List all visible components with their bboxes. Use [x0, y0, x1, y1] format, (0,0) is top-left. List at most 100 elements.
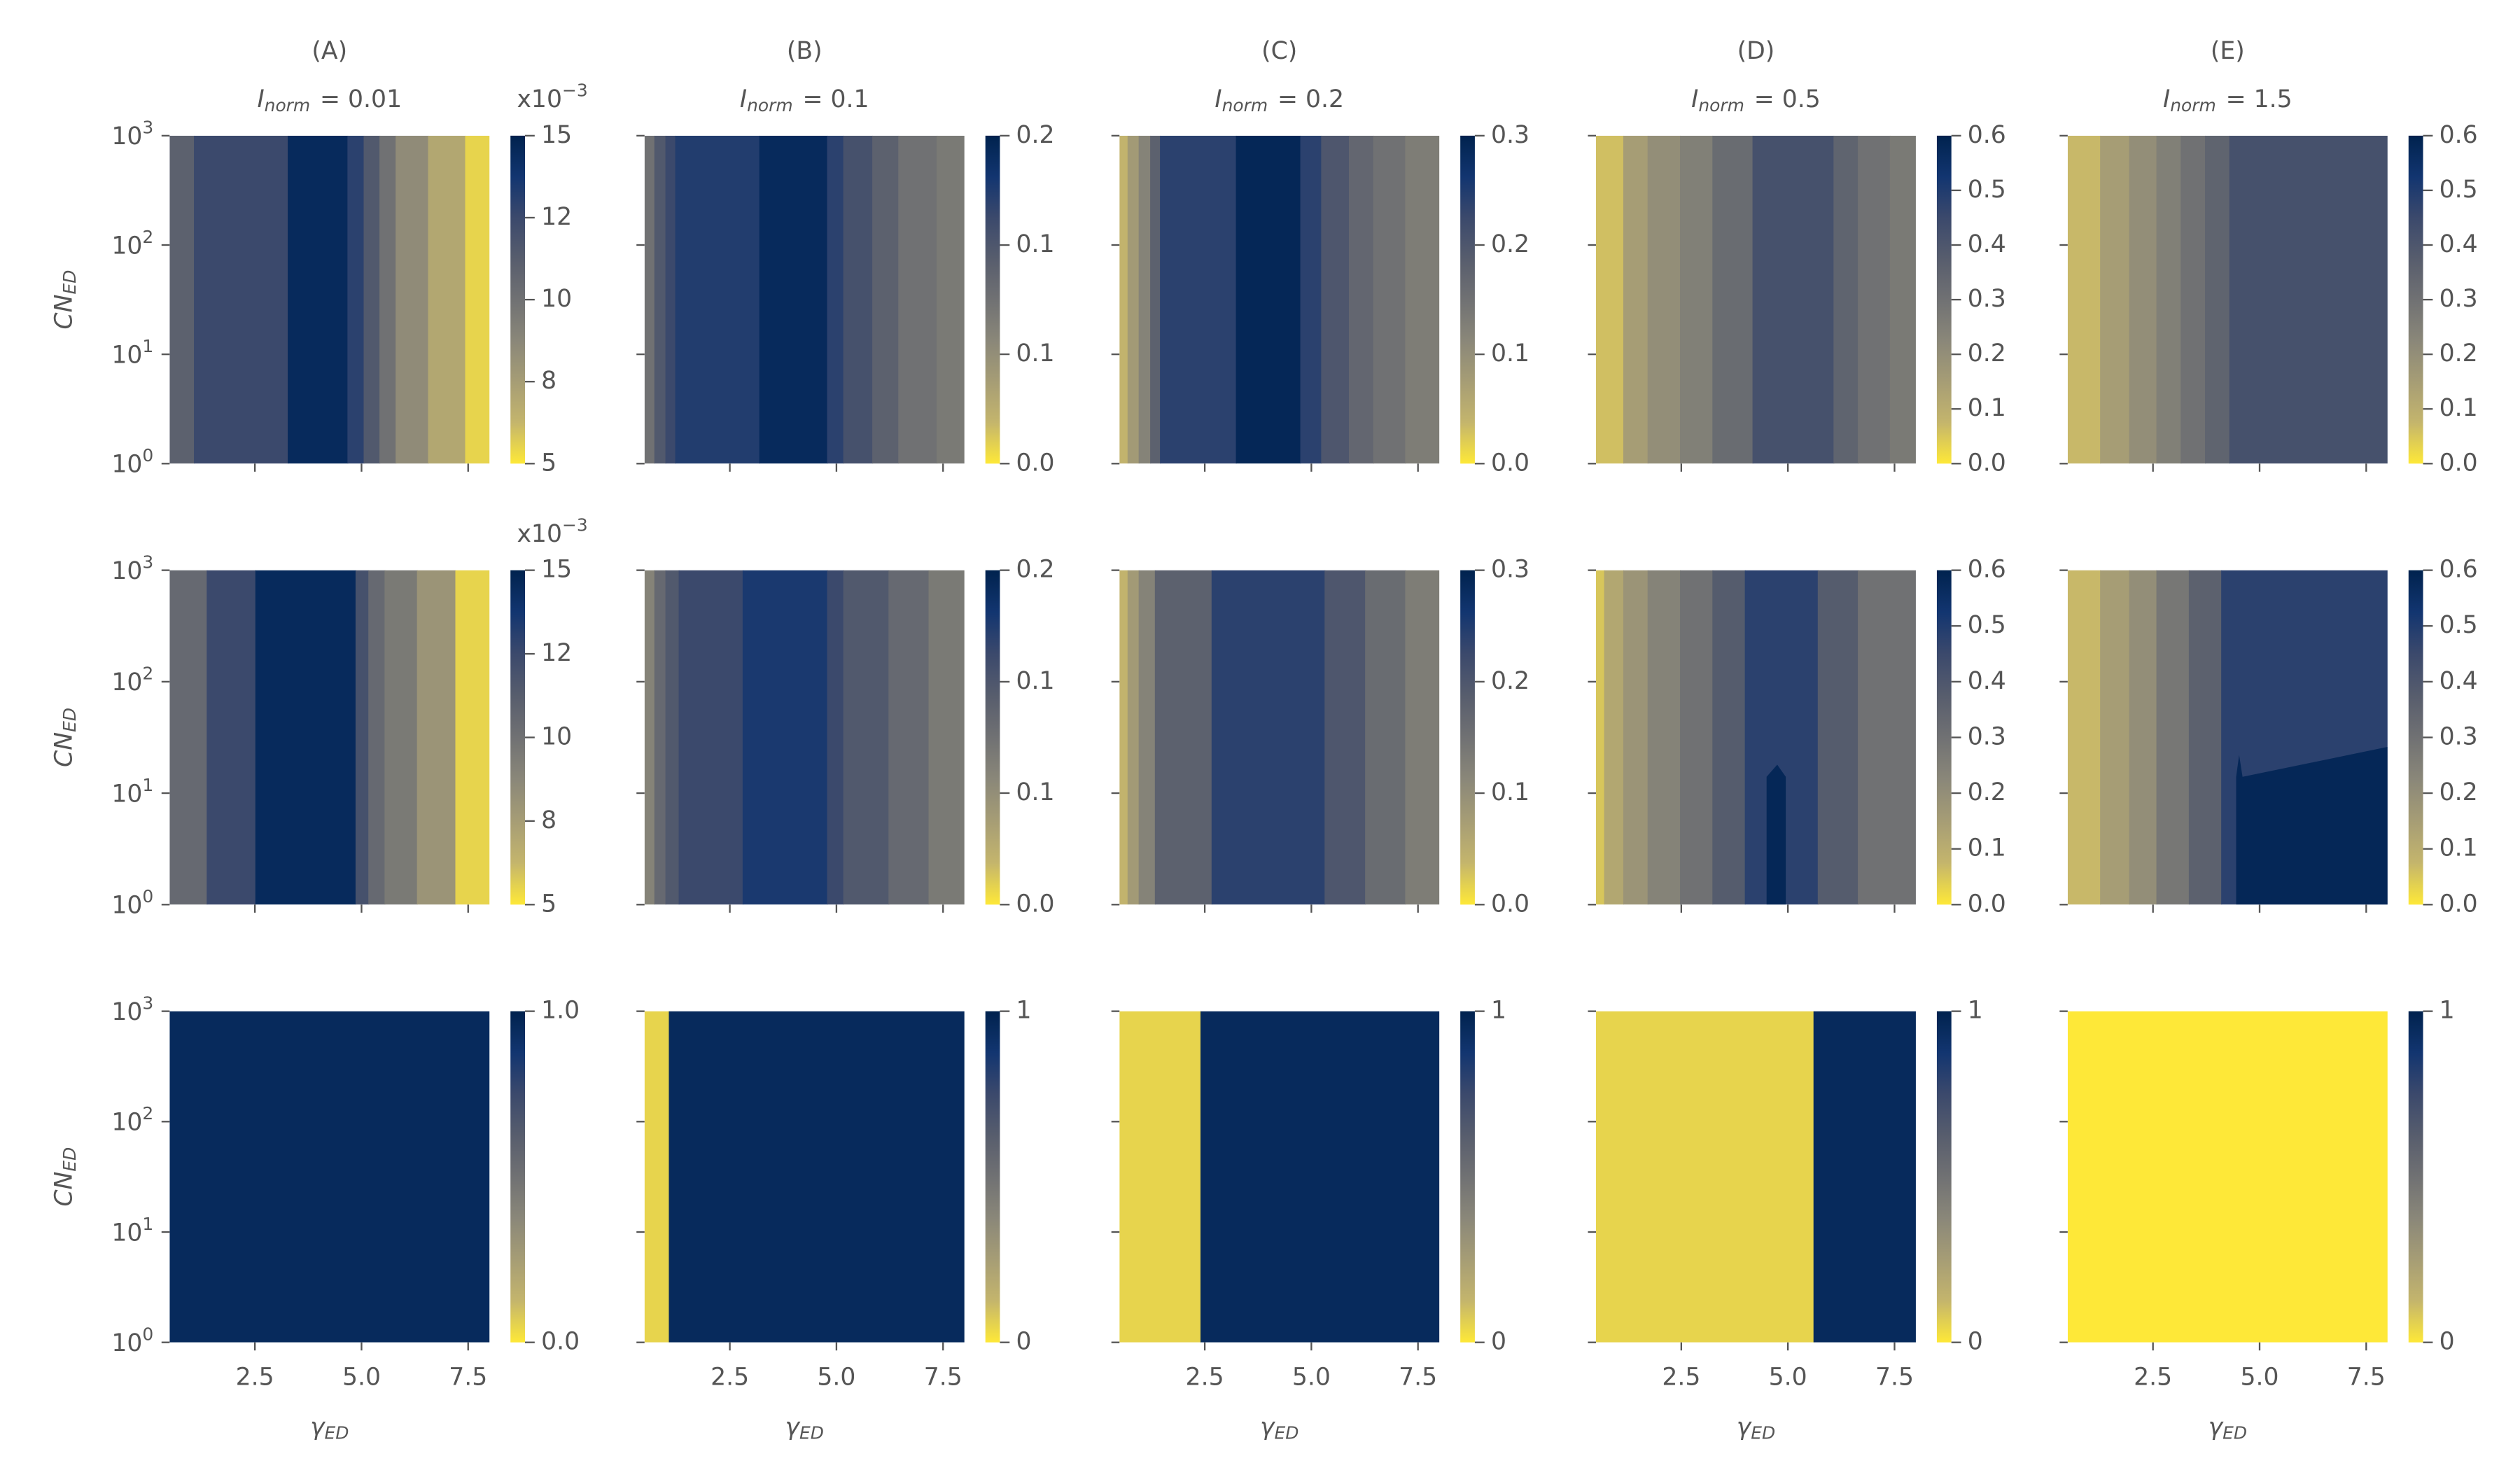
text-part: x10	[517, 85, 562, 113]
contour-band	[843, 135, 874, 464]
contour-band	[2156, 135, 2182, 464]
contour-band	[368, 570, 386, 905]
plot-area	[1119, 135, 1440, 464]
contour-band	[2180, 135, 2206, 464]
colorbar-tick-label: 0.3	[2440, 285, 2478, 313]
text-part: 3	[142, 118, 153, 138]
contour-band	[2067, 135, 2101, 464]
contour-region	[2236, 747, 2388, 905]
panel-subtitle: Inorm = 1.5	[2163, 85, 2292, 115]
contour-band	[1889, 135, 1916, 464]
contour-band	[644, 135, 655, 464]
text-part: norm	[747, 95, 793, 115]
contour-band	[1858, 570, 1916, 905]
contour-band	[1712, 135, 1754, 464]
contour-band	[937, 135, 965, 464]
colorbar	[1936, 570, 1952, 905]
contour-band	[1236, 135, 1301, 464]
text-part: = 0.01	[320, 85, 402, 113]
x-tick-label: 2.5	[236, 1363, 274, 1391]
colorbar-tick-label: 0	[1968, 1328, 1983, 1356]
text-part: 10	[111, 341, 142, 369]
plot-area	[644, 1011, 965, 1343]
y-axis-label: CNED	[50, 270, 80, 330]
colorbar-tick-label: 0.1	[1016, 667, 1055, 695]
text-part: 2	[142, 1103, 153, 1124]
x-axis-label: γED	[1260, 1413, 1298, 1443]
contour-band	[2100, 135, 2130, 464]
text-part: norm	[265, 95, 311, 115]
text-part: 10	[111, 1219, 142, 1247]
x-axis-label: γED	[1737, 1413, 1775, 1443]
contour-band	[1300, 135, 1322, 464]
text-part: norm	[1222, 95, 1268, 115]
colorbar-tick-label: 0.2	[1968, 778, 2006, 806]
y-tick-label: 100	[111, 445, 153, 478]
text-part: 10	[111, 451, 142, 479]
colorbar-tick-label: 0.1	[1016, 340, 1055, 368]
text-part: ED	[59, 1147, 80, 1172]
contour-band	[1127, 135, 1140, 464]
contour-band	[1200, 1011, 1440, 1343]
contour-band	[2067, 570, 2101, 905]
y-axis-label: CNED	[50, 1147, 80, 1207]
contour-band	[1752, 135, 1835, 464]
colorbar-tick-label: 0.2	[2440, 340, 2478, 368]
contour-band	[1813, 1011, 1916, 1343]
y-axis-label: CNED	[50, 708, 80, 767]
contour-band	[288, 135, 349, 464]
colorbar-tick-label: 0.2	[2440, 778, 2478, 806]
panel-title: (C)	[1261, 37, 1297, 65]
contour-band	[169, 570, 208, 905]
contour-band	[1623, 135, 1648, 464]
text-part: = 0.5	[1754, 85, 1821, 113]
x-tick-label: 7.5	[1875, 1363, 1914, 1391]
text-part: 0	[142, 1324, 153, 1345]
contour-region	[1766, 764, 1786, 905]
y-tick-label: 102	[111, 664, 153, 696]
text-part: = 1.5	[2226, 85, 2292, 113]
colorbar-tick-label: 0.4	[1968, 230, 2006, 258]
text-part: 2	[142, 227, 153, 247]
colorbar-tick-label: 0.5	[2440, 611, 2478, 639]
colorbar-tick-label: 0.3	[1968, 285, 2006, 313]
contour-band	[928, 570, 965, 905]
colorbar-tick-label: 1	[1016, 997, 1032, 1025]
y-tick-label: 101	[111, 336, 153, 369]
colorbar-tick-label: 0	[1491, 1328, 1506, 1356]
text-part: 10	[111, 892, 142, 920]
colorbar	[510, 1011, 525, 1343]
plot-area	[169, 135, 490, 464]
x-tick-label: 7.5	[449, 1363, 487, 1391]
text-part: 3	[142, 993, 153, 1013]
contour-band	[1596, 1011, 1814, 1343]
colorbar-tick-label: 0.0	[1968, 449, 2006, 477]
text-part: x10	[517, 520, 562, 548]
colorbar-tick-label: 10	[541, 722, 572, 750]
colorbar	[1460, 1011, 1475, 1343]
contour-band	[1150, 135, 1161, 464]
contour-band	[428, 135, 466, 464]
text-part: 10	[111, 998, 142, 1026]
colorbar-tick-label: 0.6	[1968, 556, 2006, 584]
text-part: 10	[111, 1329, 142, 1357]
colorbar-tick-label: 0.0	[1491, 890, 1530, 918]
colorbar	[1936, 1011, 1952, 1343]
colorbar-tick-label: 10	[541, 285, 572, 313]
colorbar-tick-label: 0.6	[2440, 121, 2478, 149]
colorbar-tick-label: 0.0	[1968, 890, 2006, 918]
contour-band	[1623, 570, 1648, 905]
colorbar	[1460, 570, 1475, 905]
colorbar	[2408, 135, 2423, 464]
text-part: γ	[2208, 1413, 2224, 1441]
text-part: 10	[111, 668, 142, 696]
contour-band	[665, 570, 680, 905]
colorbar-tick-label: 0.0	[1016, 449, 1055, 477]
plot-area	[1119, 1011, 1440, 1343]
contour-band	[644, 1011, 670, 1343]
colorbar-tick-label: 0.2	[1016, 556, 1055, 584]
colorbar-tick-label: 0.1	[1968, 834, 2006, 862]
text-part: 3	[142, 552, 153, 572]
contour-band	[1348, 135, 1374, 464]
